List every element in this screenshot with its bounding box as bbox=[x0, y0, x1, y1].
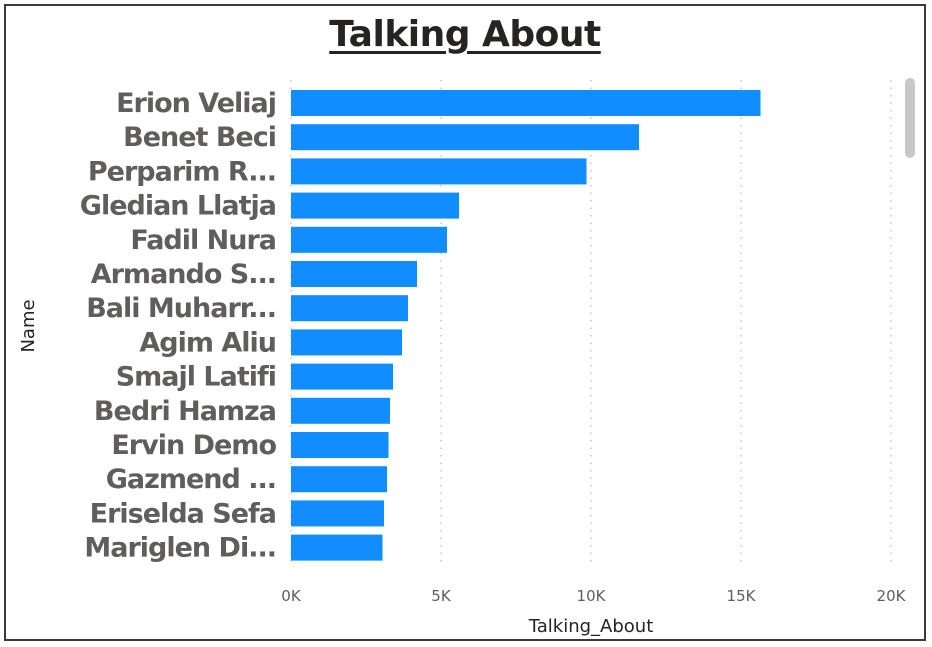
bar[interactable] bbox=[291, 363, 393, 390]
x-tick-label: 10K bbox=[577, 587, 607, 605]
x-tick-labels: 0K 5K 10K 15K 20K bbox=[281, 587, 906, 605]
bars bbox=[291, 90, 761, 561]
bar[interactable] bbox=[291, 432, 389, 458]
grid-lines bbox=[290, 80, 892, 566]
category-label: Fadil Nura bbox=[130, 225, 276, 256]
x-tick-label: 5K bbox=[431, 587, 452, 605]
category-label: Gazmend ... bbox=[106, 464, 276, 495]
category-label: Armando S... bbox=[91, 259, 276, 290]
x-axis-title: Talking_About bbox=[528, 616, 654, 637]
bar[interactable] bbox=[291, 534, 383, 561]
category-label: Perparim R... bbox=[88, 156, 276, 187]
bar[interactable] bbox=[291, 466, 387, 493]
x-tick-label: 0K bbox=[281, 587, 302, 605]
x-tick-label: 15K bbox=[727, 587, 757, 605]
bar[interactable] bbox=[291, 397, 390, 424]
x-tick-label: 20K bbox=[877, 587, 907, 605]
chart-title: Talking About bbox=[329, 14, 601, 55]
bar[interactable] bbox=[291, 192, 459, 219]
category-label: Benet Beci bbox=[123, 122, 276, 153]
bar[interactable] bbox=[291, 90, 761, 116]
bar[interactable] bbox=[291, 329, 402, 356]
bar[interactable] bbox=[291, 500, 384, 527]
bar[interactable] bbox=[291, 226, 447, 253]
bar[interactable] bbox=[291, 124, 639, 151]
y-axis-title: Name bbox=[18, 299, 39, 352]
category-label: Ervin Demo bbox=[111, 430, 276, 461]
category-label: Smajl Latifi bbox=[116, 362, 276, 393]
bar[interactable] bbox=[291, 158, 587, 185]
category-label: Bedri Hamza bbox=[94, 396, 276, 427]
bar[interactable] bbox=[291, 261, 417, 287]
bar[interactable] bbox=[291, 295, 408, 322]
category-label: Erion Veliaj bbox=[116, 88, 276, 119]
scrollbar-thumb[interactable] bbox=[905, 78, 915, 158]
category-label: Gledian Llatja bbox=[80, 191, 276, 222]
category-label: Bali Muharr... bbox=[86, 293, 276, 324]
category-label: Agim Aliu bbox=[139, 327, 276, 358]
category-label: Mariglen Di... bbox=[84, 533, 276, 564]
category-label: Eriselda Sefa bbox=[90, 498, 276, 529]
